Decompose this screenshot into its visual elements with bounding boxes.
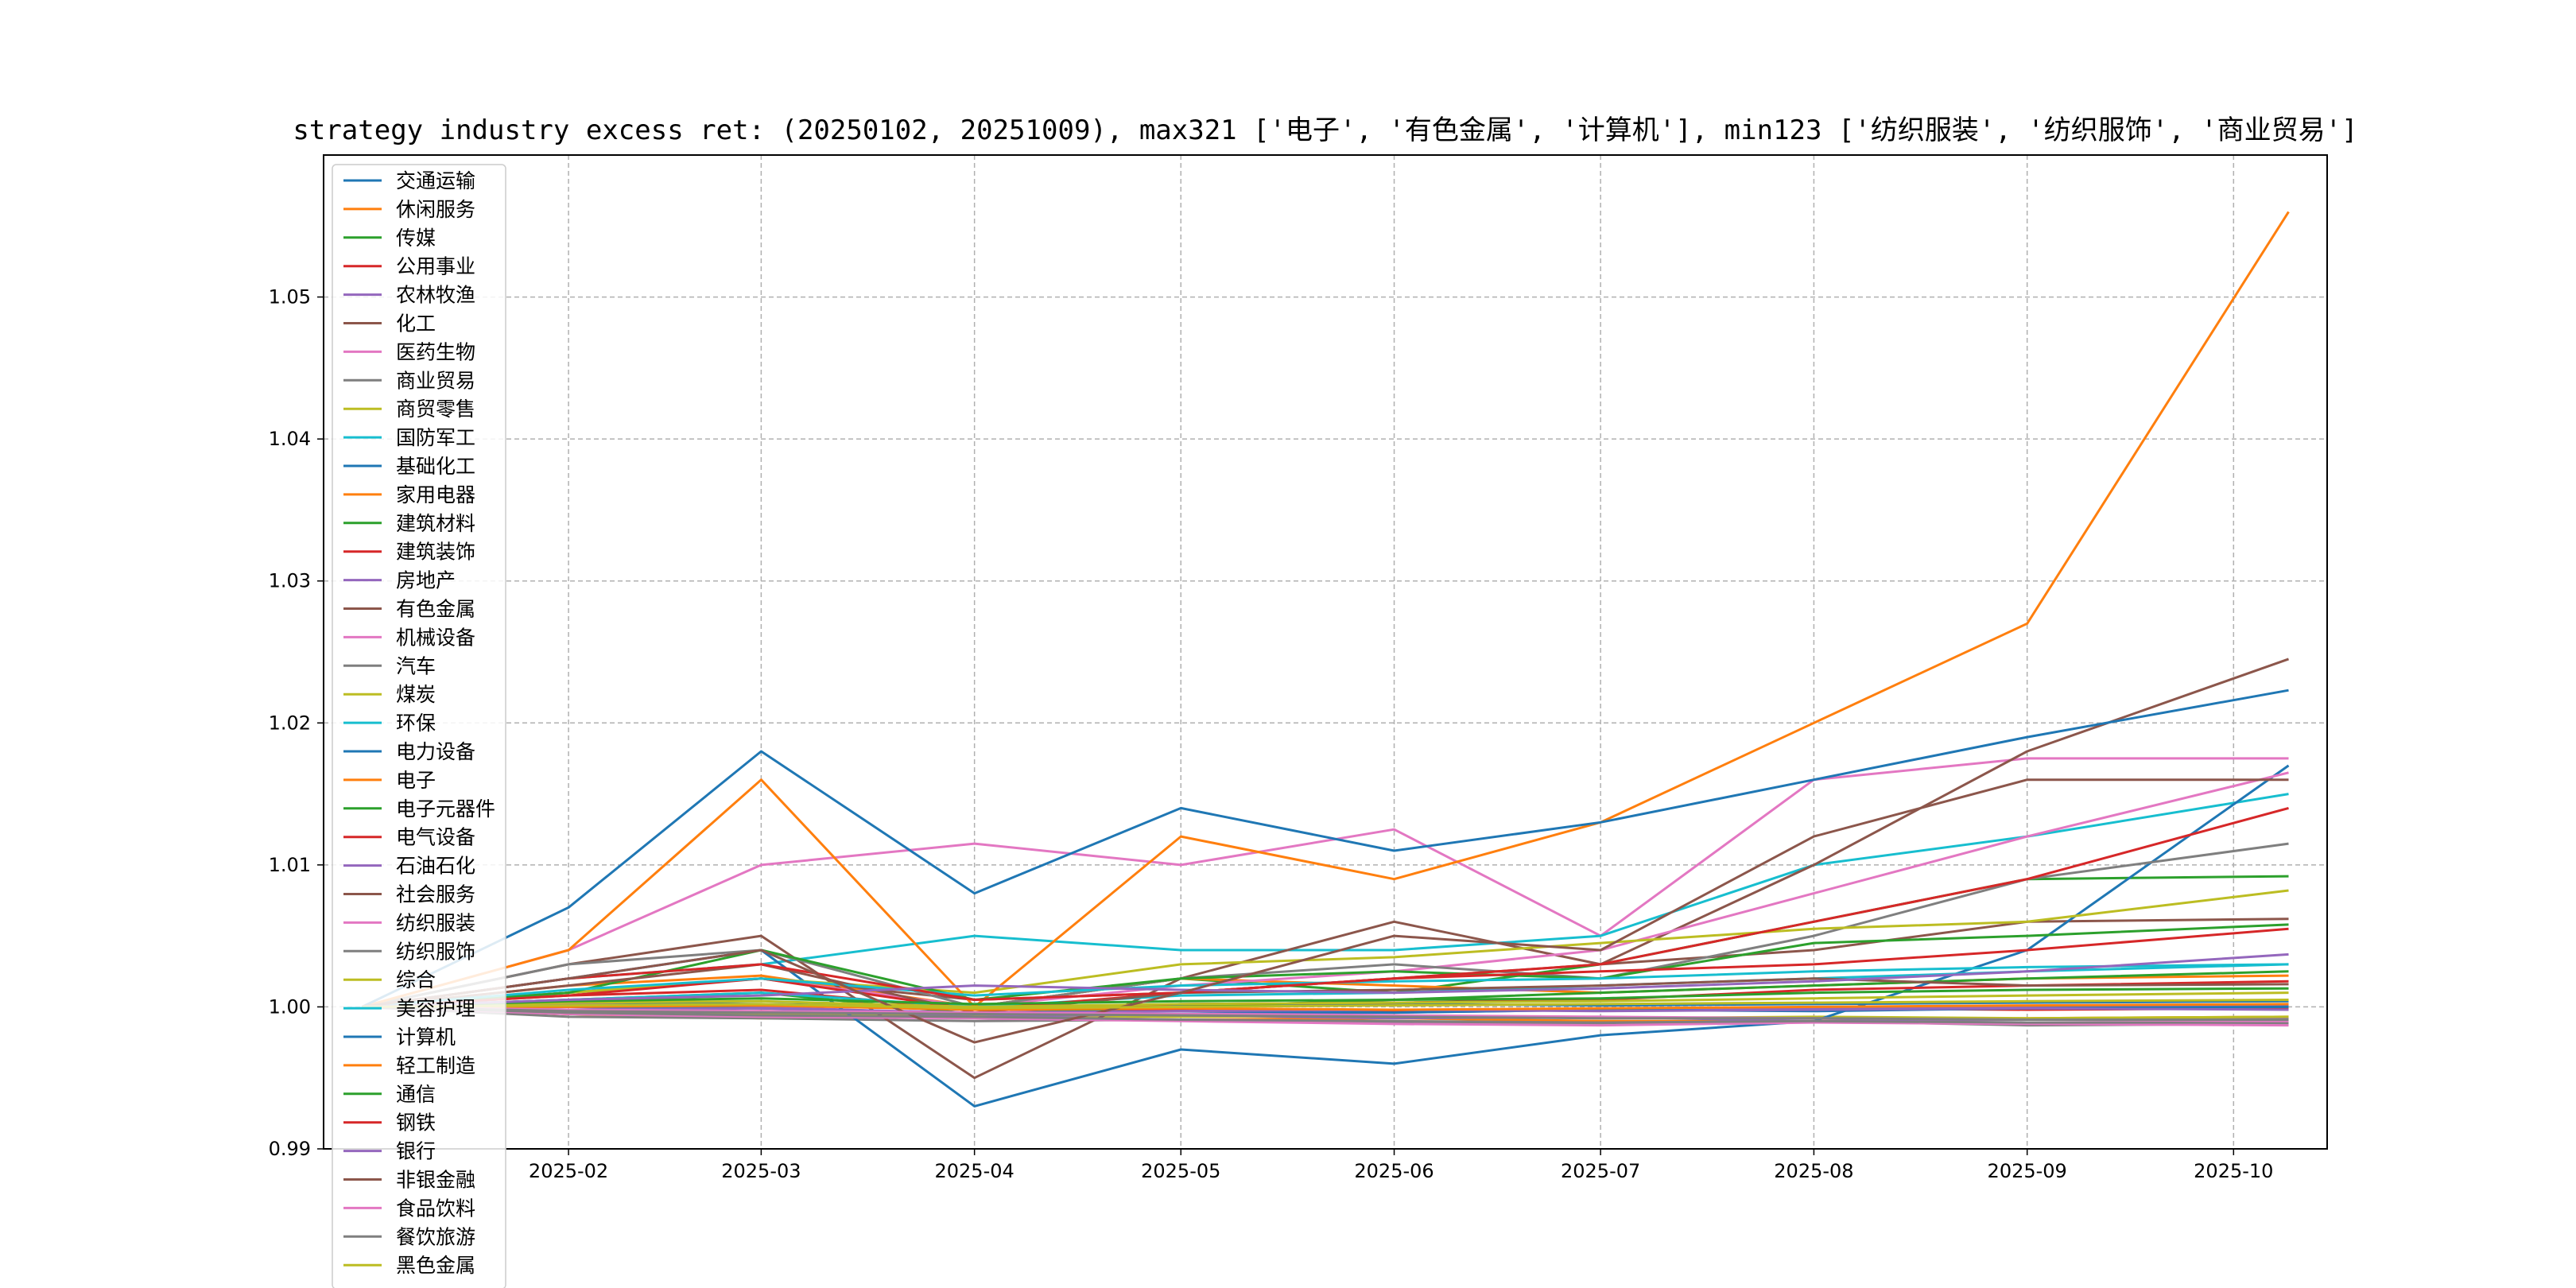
series-line-石油石化 [362, 1005, 2289, 1014]
series-line-餐饮旅游 [362, 1005, 2289, 1021]
legend-label: 黑色金属 [396, 1254, 475, 1277]
series-line-综合 [362, 991, 2289, 1008]
series-line-汽车 [362, 842, 2289, 1008]
x-tick-label: 2025-05 [1141, 1160, 1220, 1182]
legend-label: 煤炭 [396, 683, 436, 706]
legend-label: 商业贸易 [396, 369, 475, 392]
series-line-电子 [362, 211, 2290, 1008]
legend-label: 非银金融 [396, 1169, 475, 1192]
legend-label: 美容护理 [396, 997, 475, 1020]
legend-label: 基础化工 [396, 455, 475, 478]
series-line-医药生物 [362, 757, 2289, 1008]
legend-label: 电力设备 [396, 740, 475, 763]
legend-label: 电子元器件 [396, 797, 495, 821]
legend-label: 公用事业 [396, 255, 475, 278]
y-tick-label: 1.00 [269, 995, 311, 1018]
y-tick-label: 1.02 [269, 712, 311, 734]
legend-label: 医药生物 [396, 340, 475, 363]
y-axis: 0.99 1.00 1.01 1.02 1.03 1.04 1.05 [269, 286, 324, 1160]
legend-label: 汽车 [396, 654, 436, 677]
legend-label: 交通运输 [396, 169, 475, 192]
legend-label: 环保 [396, 712, 436, 735]
series-lines [361, 211, 2290, 1108]
legend-label: 纺织服装 [396, 911, 475, 934]
legend-label: 通信 [396, 1083, 436, 1106]
y-tick-label: 1.03 [269, 570, 311, 592]
series-line-交通运输 [362, 999, 2289, 1008]
y-tick-label: 1.04 [269, 428, 311, 450]
x-tick-label: 2025-02 [529, 1160, 608, 1182]
legend-label: 轻工制造 [396, 1054, 475, 1077]
series-line-轻工制造 [362, 1003, 2289, 1011]
series-line-环保 [362, 963, 2289, 1008]
x-tick-label: 2025-04 [935, 1160, 1014, 1182]
series-line-银行 [362, 952, 2289, 1008]
x-tick-label: 2025-06 [1354, 1160, 1433, 1182]
y-tick-label: 1.01 [269, 854, 311, 876]
legend-label: 计算机 [396, 1026, 456, 1049]
legend-label: 餐饮旅游 [396, 1225, 475, 1248]
legend-label: 商贸零售 [396, 398, 475, 421]
chart-title: strategy industry excess ret: (20250102,… [293, 114, 2357, 146]
legend-label: 传媒 [396, 227, 436, 250]
series-line-煤炭 [362, 889, 2289, 1008]
legend-label: 石油石化 [396, 855, 475, 878]
legend-label: 房地产 [396, 569, 456, 592]
x-tick-label: 2025-03 [721, 1160, 801, 1182]
series-line-非银金融 [362, 778, 2289, 1044]
legend-label: 家用电器 [396, 483, 475, 506]
legend-label: 建筑材料 [396, 512, 475, 535]
legend-label: 食品饮料 [396, 1197, 475, 1220]
legend-label: 电气设备 [396, 826, 475, 849]
legend-label: 国防军工 [396, 426, 475, 449]
series-line-钢铁 [362, 927, 2289, 1008]
plot-frame [323, 154, 2328, 1150]
legend-label: 农林牧渔 [396, 284, 475, 307]
legend-label: 钢铁 [396, 1111, 436, 1135]
series-line-美容护理 [362, 963, 2289, 1008]
legend-label: 机械设备 [396, 626, 475, 649]
legend-label: 休闲服务 [396, 198, 475, 221]
legend: 交通运输休闲服务传媒公用事业农林牧渔化工医药生物商业贸易商贸零售国防军工基础化工… [332, 164, 506, 1288]
y-tick-label: 0.99 [269, 1138, 311, 1160]
legend-label: 有色金属 [396, 598, 475, 621]
legend-label: 纺织服饰 [396, 940, 475, 963]
x-tick-label: 2025-08 [1774, 1160, 1853, 1182]
x-tick-label: 2025-07 [1561, 1160, 1640, 1182]
y-tick-label: 1.05 [269, 286, 311, 308]
legend-label: 化工 [396, 312, 436, 336]
x-tick-label: 2025-09 [1988, 1160, 2067, 1182]
series-line-黑色金属 [362, 999, 2289, 1010]
legend-label: 建筑装饰 [396, 541, 475, 564]
x-tick-label: 2025-10 [2194, 1160, 2273, 1182]
series-line-纺织服装 [362, 1005, 2289, 1027]
x-axis: 2025-02 2025-03 2025-04 2025-05 2025-06 2025-… [529, 1149, 2273, 1182]
series-line-计算机 [361, 689, 2289, 1008]
legend-label: 银行 [396, 1140, 436, 1163]
series-line-通信 [362, 987, 2289, 1008]
legend-label: 综合 [396, 968, 436, 991]
series-line-纺织服饰 [362, 1005, 2289, 1024]
legend-label: 电子 [396, 769, 436, 792]
legend-label: 社会服务 [396, 883, 475, 906]
